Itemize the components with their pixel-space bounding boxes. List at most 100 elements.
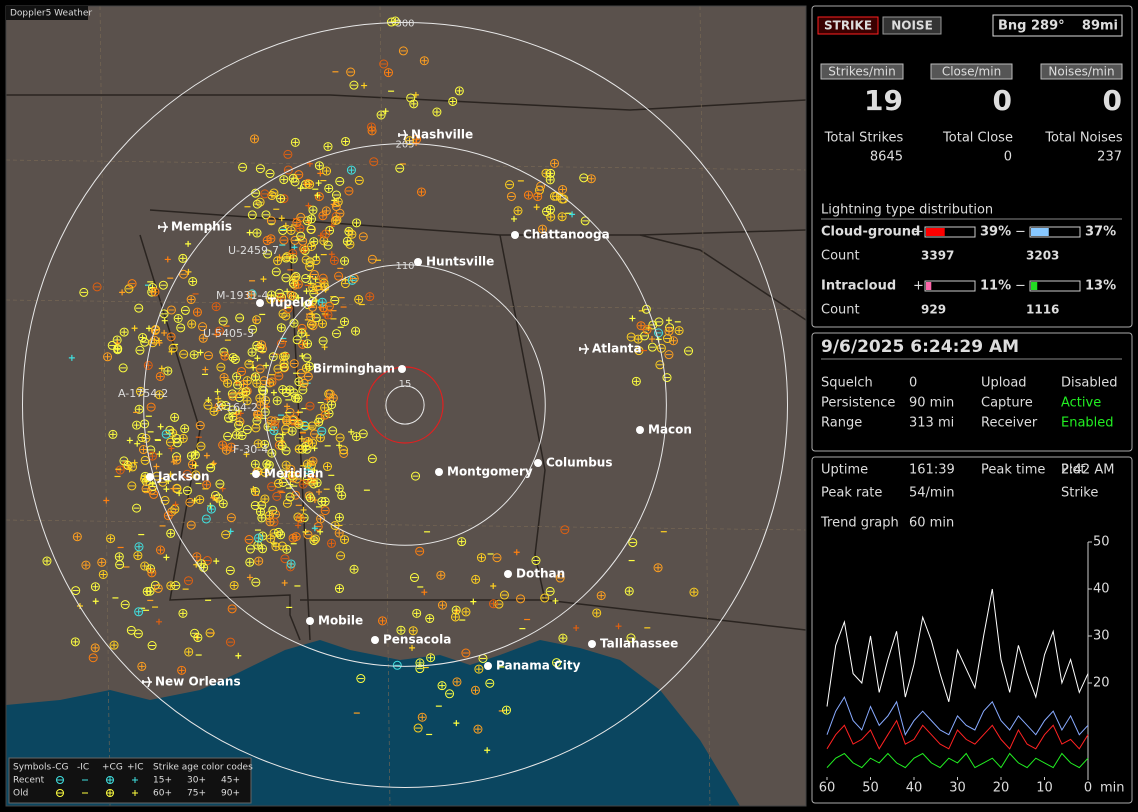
strike-symbol [588,175,595,182]
strike-symbol [216,362,226,372]
strike-symbol [197,349,204,356]
strike-symbol [461,648,471,658]
rate-button[interactable] [820,63,904,80]
strike-symbol [161,317,168,324]
strike-symbol [236,407,243,414]
legend-symbol [56,789,64,797]
strike-symbol [167,582,174,589]
strike-symbol [293,533,300,540]
strike-symbol [255,558,262,565]
strike-symbol [579,173,589,183]
sign: + [913,225,924,240]
strike-symbol [192,451,199,458]
strike-symbol [210,494,217,501]
strike-symbol [192,462,199,469]
strike-symbol [286,386,293,393]
strike-symbol [462,608,469,615]
strike-symbol [221,353,228,360]
strike-symbol [320,280,327,287]
strike-symbol [300,506,307,513]
strike-symbol [305,179,315,189]
strike-symbol [302,459,312,469]
rate-button[interactable] [930,63,1013,80]
strike-symbol [281,579,288,586]
range-ring [264,264,546,546]
strike-symbol [288,291,298,301]
mode-button[interactable] [817,16,879,35]
strike-symbol [133,629,143,639]
strike-symbol [336,485,343,492]
strike-symbol [336,514,343,521]
strike-symbol [127,279,137,289]
strike-symbol [255,164,265,174]
strike-symbol [453,607,460,614]
legend-age: 45+ [221,776,240,786]
rate-label: Noises/min [1048,65,1114,79]
city-dot [252,470,260,478]
strike-symbol [265,517,275,527]
strike-symbol [193,553,200,560]
strike-symbol [158,477,168,487]
strike-symbol [635,336,642,343]
strike-symbol [190,450,200,460]
strike-symbol [151,289,158,296]
strike-symbol [145,586,155,596]
strike-symbol [378,111,385,118]
strike-symbol [330,296,340,306]
strike-symbol [533,204,540,211]
strike-symbol [106,534,116,544]
strike-symbol [264,237,271,244]
legend-age: 15+ [153,776,172,786]
strike-symbol [149,453,156,460]
strike-symbol [665,328,672,335]
strike-symbol [160,495,170,505]
airport-icon [158,221,168,233]
strike-symbol [185,648,192,655]
strike-symbol [178,608,188,618]
strike-symbol [356,674,366,684]
strike-symbol [115,465,125,475]
strike-symbol [72,638,79,645]
strike-symbol [300,481,307,488]
rate-button[interactable] [1040,63,1123,80]
strike-symbol [282,544,292,554]
strike-symbol [208,506,215,513]
strike-symbol [237,366,247,376]
panel-box [811,456,1133,804]
strike-symbol [415,658,425,668]
strike-symbol [92,598,99,605]
strike-symbol [317,304,324,311]
strike-symbol [278,477,288,487]
strike-symbol [642,325,652,335]
strike-symbol [103,497,110,504]
strike-symbol [361,82,368,89]
strike-symbol [367,254,377,264]
strike-symbol [163,511,173,521]
strike-symbol [354,294,364,304]
strike-symbol [287,426,297,436]
city-dot [504,570,512,578]
status-panel: STRIKE NOISE Bng 289° 89mi Strikes/min 19 Clos… [811,5,1133,804]
strike-symbol [263,362,270,369]
storm-cell-label: A-1754-2 [118,387,168,400]
mode-button[interactable] [882,16,942,35]
strike-symbol [114,552,124,562]
strike-symbol [472,687,479,694]
strike-symbol [214,402,224,412]
strike-symbol [547,176,554,183]
strike-symbol [626,588,633,595]
strike-symbol [297,515,304,522]
strike-symbol [409,573,419,583]
strike-symbol [283,253,290,260]
strike-symbol [303,530,313,540]
strike-symbol [313,282,323,292]
pct-label: 39% [980,225,1011,240]
strike-symbol [332,217,339,224]
strike-symbol [664,350,674,360]
strike-symbol [489,599,499,609]
strike-symbol [378,616,388,626]
strike-symbol [260,189,270,199]
strike-symbol [298,330,305,337]
strike-symbol [235,652,242,659]
strike-symbol [157,423,164,430]
